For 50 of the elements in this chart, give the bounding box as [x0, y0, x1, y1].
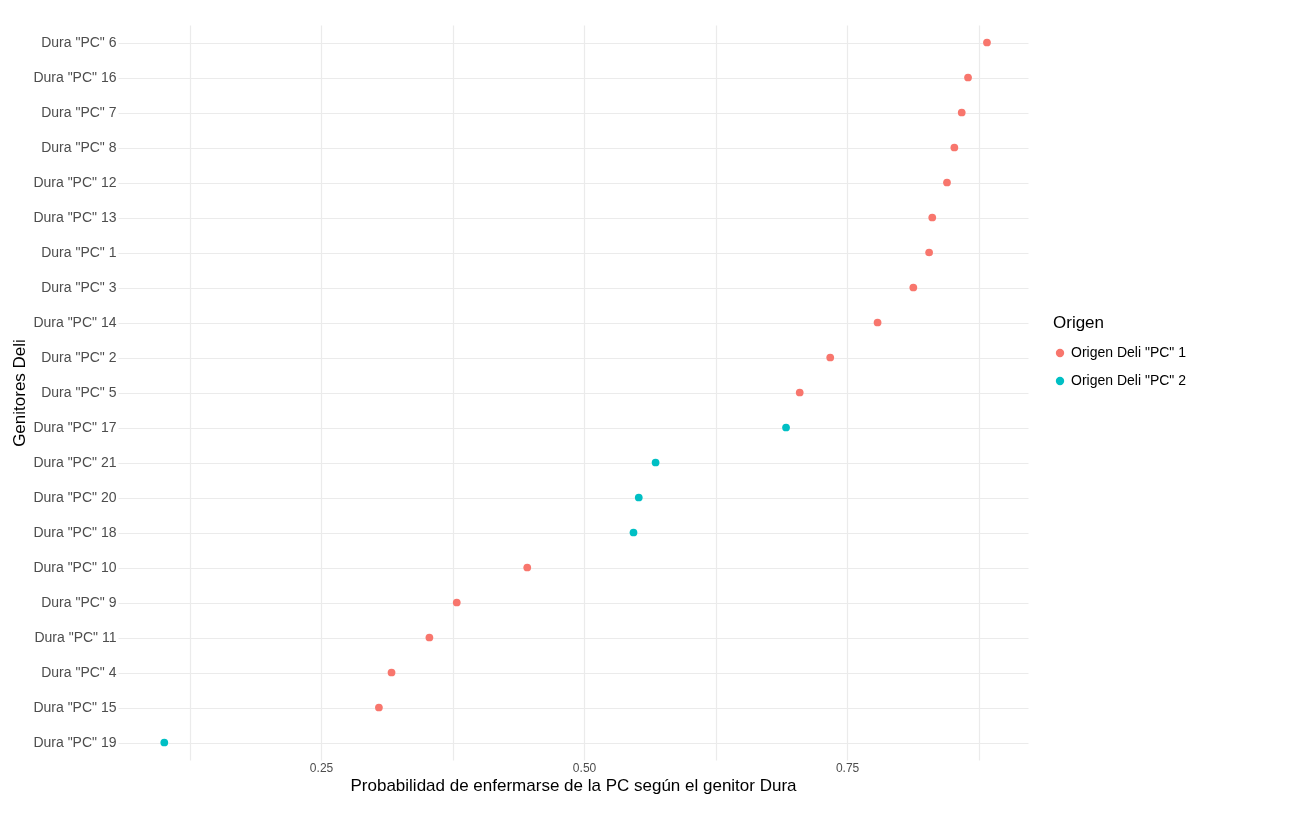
x-tick-label: 0.25 [309, 760, 334, 775]
y-tick-label: Dura "PC" 6 [41, 34, 117, 50]
y-tick-label: Dura "PC" 5 [41, 384, 117, 400]
x-tick-label: 0.50 [572, 760, 597, 775]
point [957, 108, 966, 117]
point [160, 738, 169, 747]
y-tick-label: Dura "PC" 15 [33, 699, 117, 715]
point [943, 178, 951, 187]
x-axis-title: Probabilidad de enfermarse de la PC según el genitor Dura [350, 775, 798, 795]
legend-label: Origen Deli "PC" 2 [1071, 372, 1187, 388]
y-tick-label: Dura "PC" 17 [33, 419, 117, 435]
point [782, 423, 790, 432]
legend-title: Origen [1053, 313, 1105, 332]
y-tick-label: Dura "PC" 3 [41, 279, 117, 295]
point [925, 248, 933, 257]
y-tick-label: Dura "PC" 7 [41, 104, 117, 120]
point [928, 213, 937, 222]
point [950, 143, 959, 152]
y-tick-label: Dura "PC" 9 [41, 594, 117, 610]
y-tick-label: Dura "PC" 13 [33, 209, 117, 225]
y-tick-label: Dura "PC" 11 [34, 629, 117, 645]
point [387, 668, 396, 677]
y-axis-title: Genitores Deli [10, 339, 30, 447]
y-tick-label: Dura "PC" 18 [33, 524, 117, 540]
y-tick-label: Dura "PC" 20 [33, 489, 117, 505]
x-tick-label: 0.75 [835, 760, 860, 775]
y-tick-label: Dura "PC" 8 [41, 139, 117, 155]
y-tick-label: Dura "PC" 16 [33, 69, 117, 85]
y-tick-label: Dura "PC" 4 [41, 664, 117, 680]
point [425, 633, 434, 642]
point [523, 563, 532, 572]
point [452, 598, 461, 607]
y-tick-label: Dura "PC" 14 [33, 314, 117, 330]
y-tick-label: Dura "PC" 21 [33, 454, 117, 470]
y-tick-label: Dura "PC" 1 [41, 244, 117, 260]
point [826, 353, 835, 362]
point [909, 283, 918, 292]
point [873, 318, 882, 327]
y-tick-label: Dura "PC" 19 [33, 734, 117, 750]
point [795, 388, 804, 397]
point [983, 38, 991, 47]
legend-label: Origen Deli "PC" 1 [1071, 344, 1187, 360]
point [651, 458, 660, 467]
point [634, 493, 643, 502]
y-tick-label: Dura "PC" 2 [41, 349, 117, 365]
y-tick-label: Dura "PC" 12 [33, 174, 117, 190]
y-tick-label: Dura "PC" 10 [33, 559, 117, 575]
point [629, 528, 638, 537]
point [964, 73, 972, 82]
point [375, 703, 383, 712]
